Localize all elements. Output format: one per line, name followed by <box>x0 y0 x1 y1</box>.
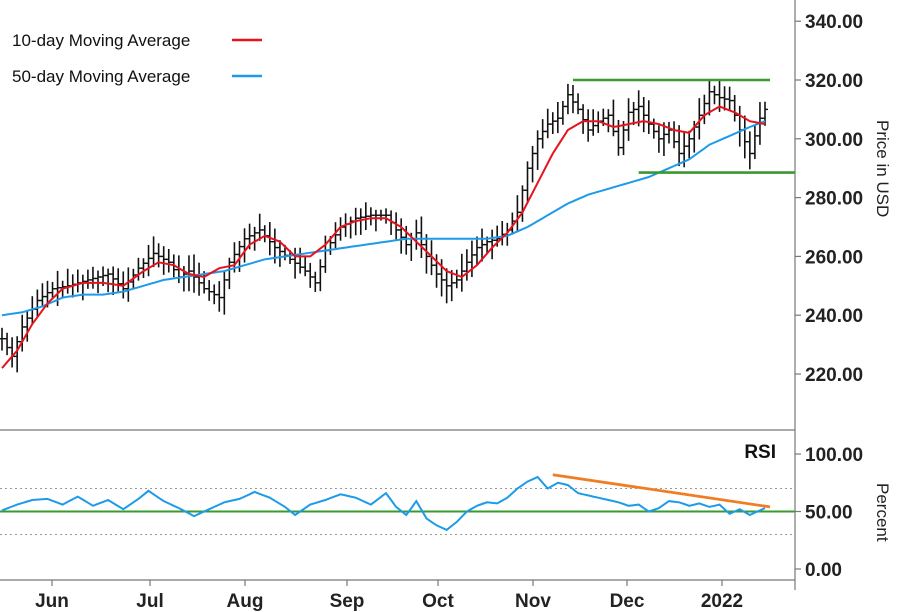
price-axis-title: Price in USD <box>873 120 892 217</box>
price-tick-label: 320.00 <box>805 71 863 92</box>
month-label: Jul <box>136 591 163 612</box>
legend-label: 50-day Moving Average <box>12 67 190 86</box>
month-label: Aug <box>227 591 264 612</box>
rsi-line <box>1 475 766 532</box>
rsi-trend-line <box>552 473 771 509</box>
price-tick-label: 260.00 <box>805 247 863 268</box>
rsi-title: RSI <box>744 442 776 463</box>
price-tick-label: 300.00 <box>805 130 863 151</box>
month-label: Dec <box>610 591 645 612</box>
rsi-tick-label: 50.00 <box>805 503 853 524</box>
month-label: Sep <box>330 591 365 612</box>
price-bars <box>0 79 768 373</box>
ma10-line <box>1 105 766 369</box>
price-tick-label: 220.00 <box>805 365 863 386</box>
rsi-tick-label: 0.00 <box>805 560 842 581</box>
price-tick-label: 340.00 <box>805 12 863 33</box>
month-label: Oct <box>422 591 454 612</box>
rsi-tick-label: 100.00 <box>805 445 863 466</box>
month-label: Nov <box>515 591 551 612</box>
price-tick-label: 280.00 <box>805 189 863 210</box>
month-label: Jun <box>35 591 69 612</box>
legend-label: 10-day Moving Average <box>12 31 190 50</box>
ma50-line <box>1 120 766 317</box>
month-label: 2022 <box>701 591 743 612</box>
price-tick-label: 240.00 <box>805 306 863 327</box>
rsi-axis-title: Percent <box>873 483 892 542</box>
